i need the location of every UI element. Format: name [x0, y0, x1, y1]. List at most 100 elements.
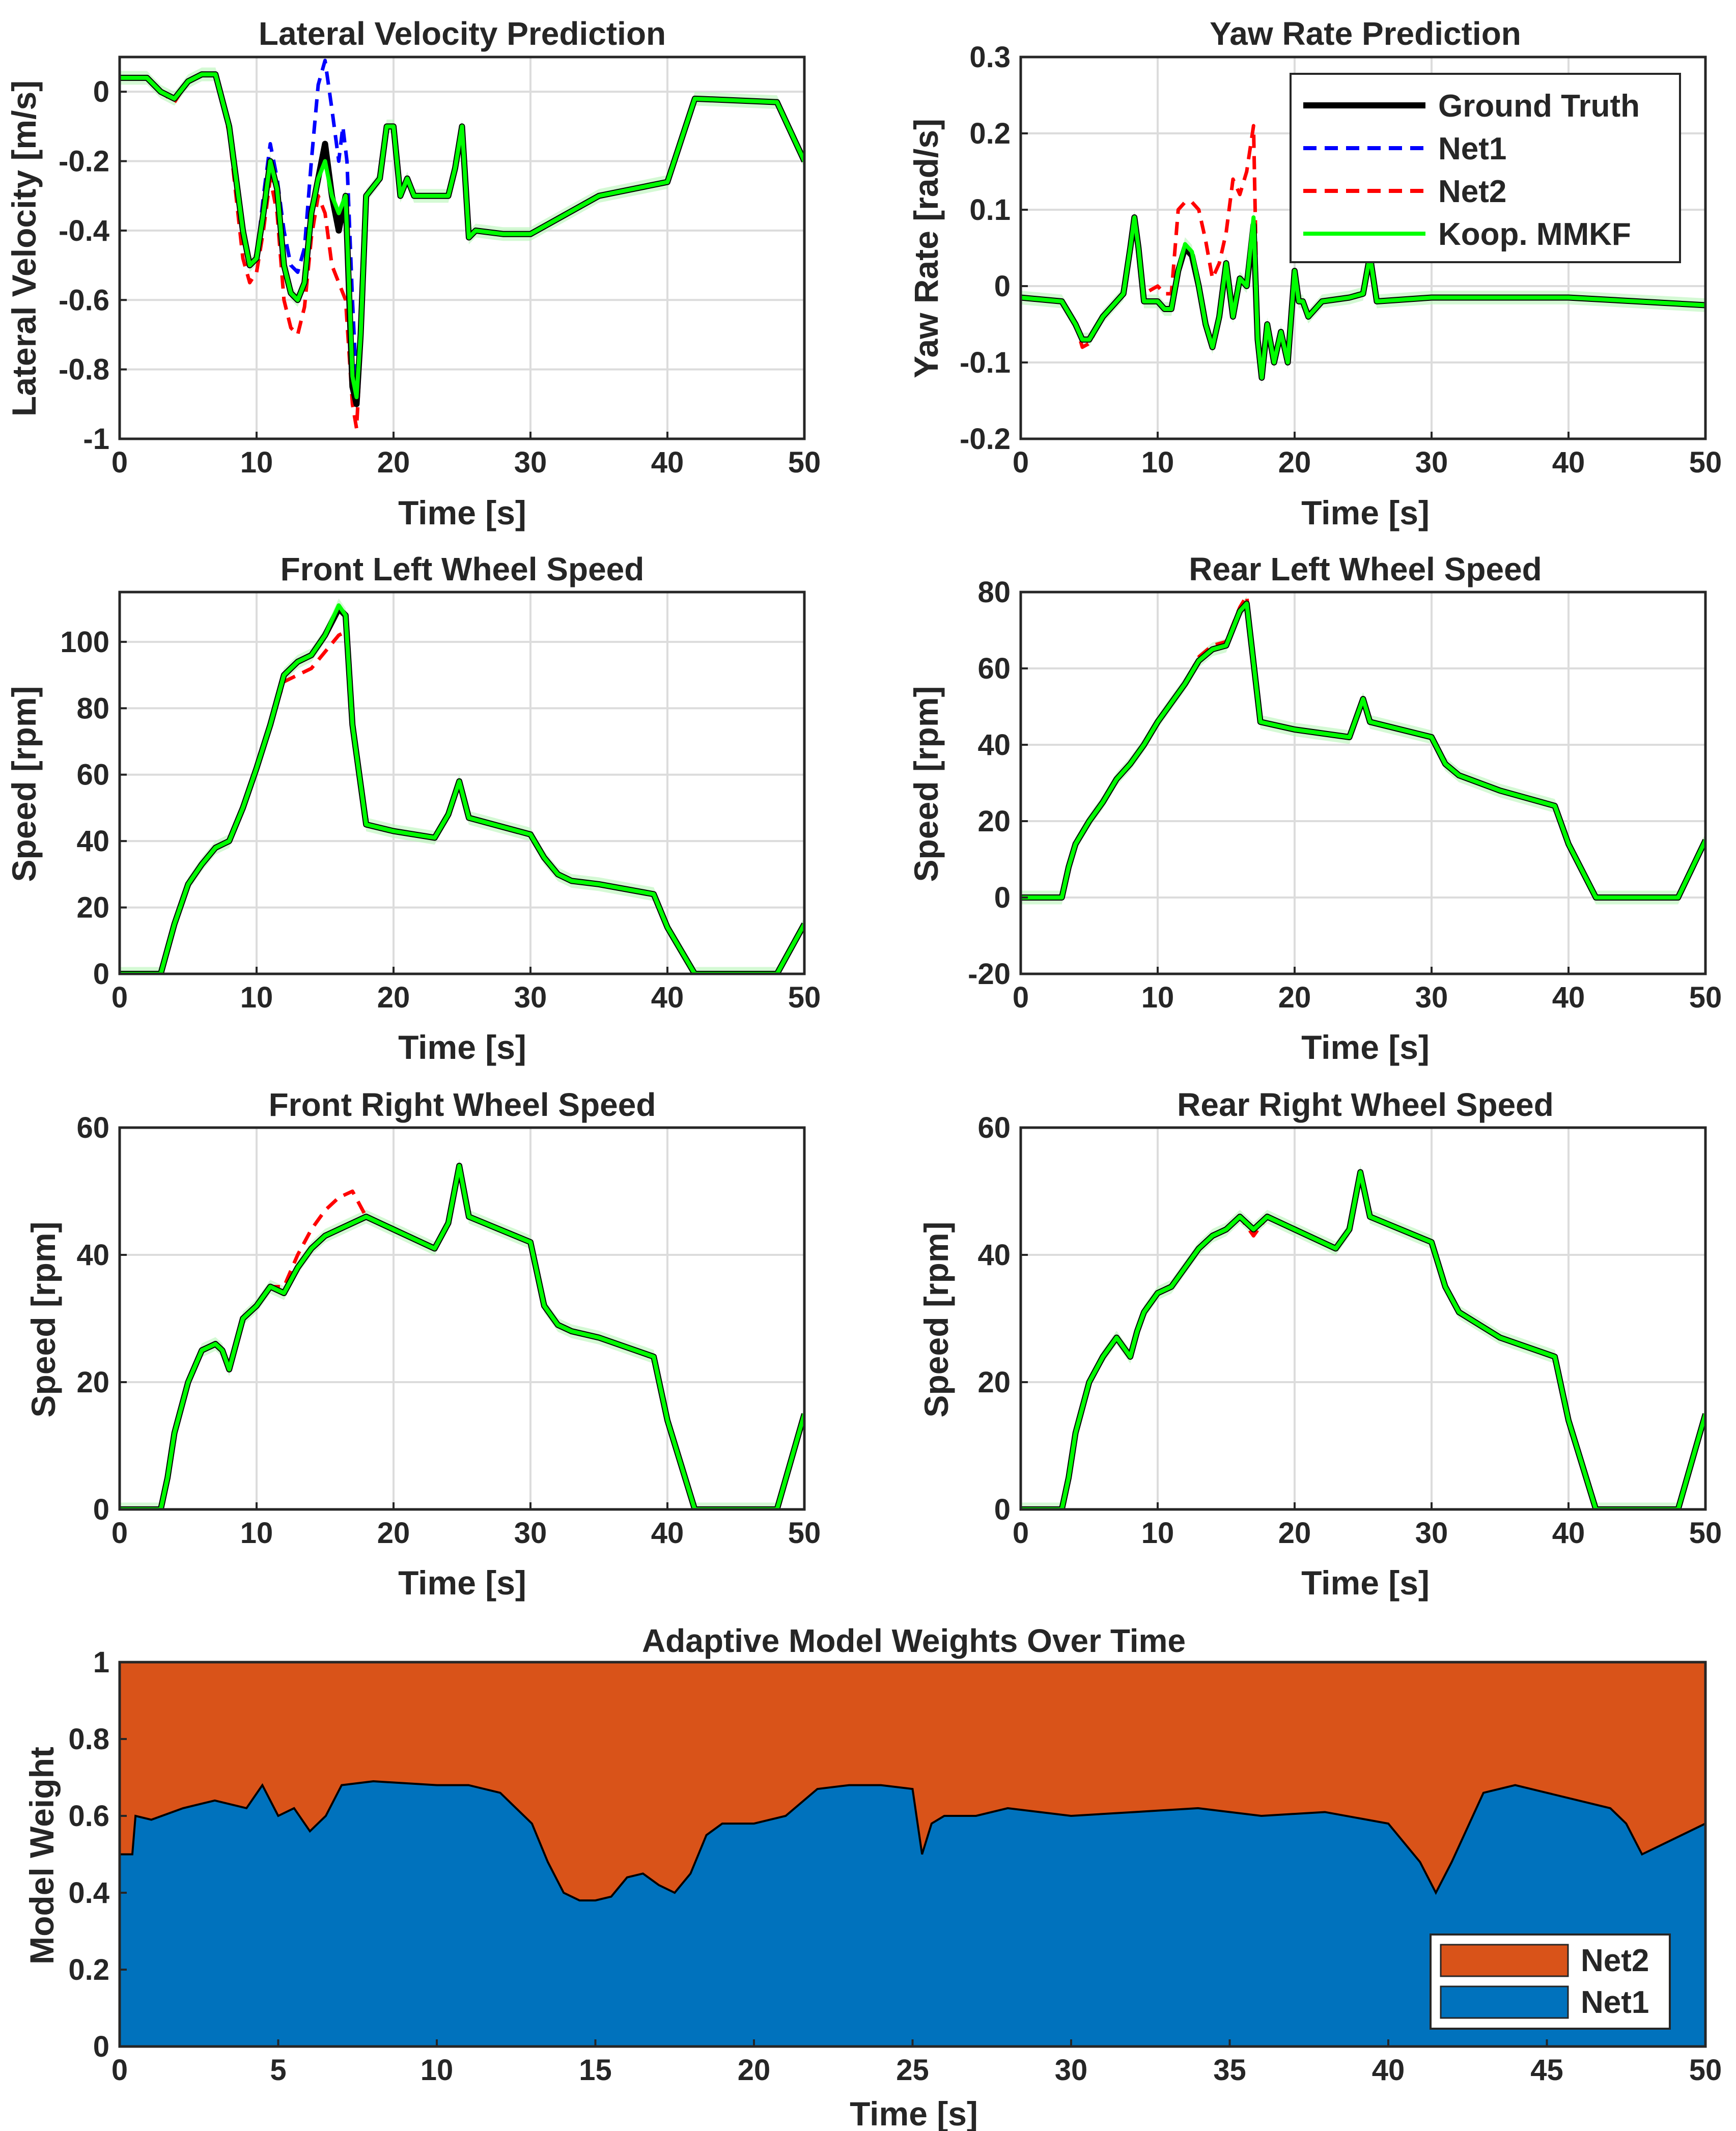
x-tick-label: 40 [1552, 981, 1585, 1014]
y-tick-label: 0 [994, 1493, 1011, 1526]
area-net1 [120, 1781, 1705, 2046]
y-tick-label: 100 [60, 626, 109, 659]
x-tick-label: 50 [788, 981, 821, 1014]
y-axis-label: Lateral Velocity [m/s] [5, 80, 43, 416]
legend-label: Koop. MMKF [1438, 217, 1631, 252]
y-tick-label: 20 [76, 891, 109, 924]
y-tick-label: 0.1 [969, 193, 1011, 227]
x-tick-label: 10 [1141, 446, 1174, 479]
x-tick-label: 30 [514, 1517, 547, 1550]
x-tick-label: 0 [111, 981, 128, 1014]
x-tick-label: 0 [1013, 1517, 1029, 1550]
x-axis-label: Time [s] [1301, 1028, 1430, 1066]
x-tick-label: 40 [1552, 446, 1585, 479]
chart-title: Adaptive Model Weights Over Time [642, 1622, 1186, 1659]
y-tick-label: 20 [76, 1366, 109, 1399]
y-tick-label: 0.3 [969, 41, 1011, 74]
panel-front-left-wheel: Front Left Wheel Speed Time [s] Speed [r… [5, 551, 644, 1066]
y-tick-label: 0 [93, 958, 109, 991]
x-tick-label: 10 [1141, 981, 1174, 1014]
chart-title: Yaw Rate Prediction [1210, 15, 1521, 52]
x-tick-label: 10 [240, 981, 273, 1014]
y-tick-label: 20 [977, 1366, 1011, 1399]
legend-label: Ground Truth [1438, 89, 1640, 124]
x-tick-label: 20 [738, 2054, 771, 2087]
plot-layer: 0 10 20 30 40 50-1-0.8-0.6-0.4-0.200 10 20 30 40 5… [59, 41, 1722, 2087]
chart-title: Lateral Velocity Prediction [259, 15, 666, 52]
x-tick-label: 20 [377, 1517, 410, 1550]
legend: Ground Truth Net1 Net2 Koop. MMKF [1290, 73, 1681, 263]
series-line-ground-truth [1021, 600, 1705, 901]
y-tick-label: -0.8 [59, 353, 109, 386]
x-tick-label: 50 [1689, 446, 1722, 479]
x-tick-label: 0 [111, 446, 128, 479]
x-axis-label: Time [s] [1301, 494, 1430, 531]
x-axis-label: Time [s] [850, 2095, 978, 2131]
axis-box [118, 55, 806, 440]
y-tick-label: 40 [76, 825, 109, 858]
x-tick-label: 5 [270, 2054, 286, 2087]
uncertainty-band [1021, 597, 1705, 905]
y-tick-label: 0.4 [68, 1876, 109, 1910]
y-tick-label: -0.2 [960, 423, 1011, 456]
chart-yaw: 0 10 20 30 40 50 -0.2 -0.1 0 0.1 0.2 0.3 Ground Trut… [960, 41, 1722, 479]
x-tick-label: 30 [1415, 1517, 1448, 1550]
x-tick-label: 30 [1415, 981, 1448, 1014]
y-tick-label: 0.8 [68, 1723, 109, 1756]
x-tick-label: 20 [377, 446, 410, 479]
axis-box [1019, 1126, 1707, 1511]
axis-box [118, 1126, 806, 1511]
y-tick-label: 80 [76, 692, 109, 725]
y-tick-label: 40 [76, 1239, 109, 1272]
axis-box [1019, 55, 1707, 440]
y-tick-label: 0.2 [969, 117, 1011, 150]
y-tick-label: 40 [977, 728, 1011, 762]
panel-yaw-rate: Yaw Rate Prediction Time [s] Yaw Rate [r… [907, 15, 1521, 531]
y-axis-label: Speed [rpm] [917, 1221, 955, 1417]
chart-rr: 0 10 20 30 40 50 0 20 40 60 [977, 1111, 1722, 1550]
x-tick-label: 10 [240, 446, 273, 479]
axis-box [1019, 591, 1707, 975]
x-tick-label: 40 [1552, 1517, 1585, 1550]
x-tick-label: 40 [1372, 2054, 1405, 2087]
x-tick-label: 20 [1278, 1517, 1311, 1550]
legend-swatch [1440, 1985, 1569, 2019]
x-axis-label: Time [s] [398, 1028, 526, 1066]
x-tick-label: 25 [896, 2054, 929, 2087]
y-tick-label: 60 [76, 1111, 109, 1144]
series-line-koop-mmkf [1021, 1170, 1705, 1509]
y-tick-label: 0.6 [68, 1800, 109, 1833]
y-tick-label: 40 [977, 1239, 1011, 1272]
y-tick-label: -0.4 [59, 214, 109, 247]
x-tick-label: 20 [377, 981, 410, 1014]
x-tick-label: 10 [240, 1517, 273, 1550]
y-axis-label: Speed [rpm] [5, 686, 43, 882]
y-tick-label: 0 [994, 881, 1011, 914]
series-line-ground-truth [120, 71, 804, 407]
x-tick-label: 0 [1013, 981, 1029, 1014]
legend-swatch [1440, 1944, 1569, 1977]
series-line-net2 [120, 1164, 804, 1509]
x-axis-label: Time [s] [398, 494, 526, 531]
x-tick-label: 10 [421, 2054, 454, 2087]
x-tick-label: 0 [111, 2054, 128, 2087]
x-tick-label: 20 [1278, 981, 1311, 1014]
axis-box [118, 591, 806, 975]
x-axis-label: Time [s] [398, 1564, 526, 1602]
y-tick-label: 0 [994, 270, 1011, 303]
x-tick-label: 15 [579, 2054, 612, 2087]
chart-fl: 0 10 20 30 40 50 0 20 40 60 80 100 [60, 591, 821, 1014]
x-tick-label: 30 [514, 981, 547, 1014]
x-tick-label: 0 [1013, 446, 1029, 479]
chart-fr: 0 10 20 30 40 50 0 20 40 60 [76, 1111, 821, 1550]
x-tick-label: 45 [1530, 2054, 1563, 2087]
y-tick-label: -0.2 [59, 145, 109, 178]
x-tick-label: 50 [1689, 981, 1722, 1014]
legend-label: Net1 [1438, 131, 1506, 166]
y-tick-label: 0.2 [68, 1953, 109, 1986]
panel-model-weights: Adaptive Model Weights Over Time Time [s… [23, 1622, 1186, 2131]
chart-title: Front Right Wheel Speed [269, 1086, 656, 1123]
panel-lateral-velocity: Lateral Velocity Prediction Time [s] Lat… [5, 15, 666, 531]
